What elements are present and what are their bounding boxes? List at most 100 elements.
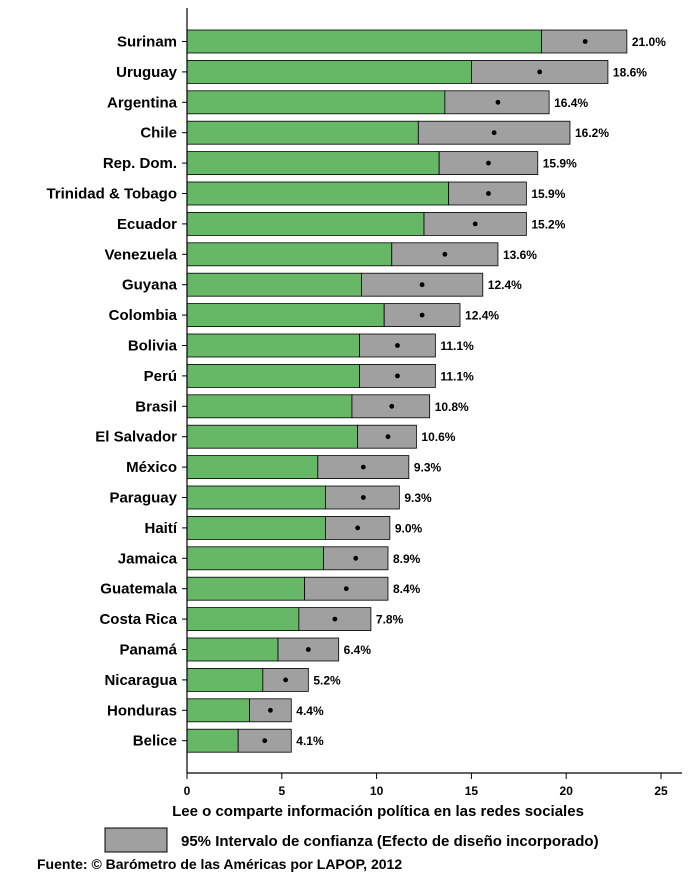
category-label-16: Haití [144,520,177,537]
x-tick-label-3: 15 [465,784,479,798]
category-label-20: Panamá [119,642,177,659]
bar-22 [186,698,250,723]
x-tick-label-5: 25 [654,784,668,798]
value-label-20: 6.4% [344,643,372,657]
bar-16 [186,516,326,540]
value-label-17: 8.9% [393,552,421,566]
value-label-12: 10.8% [435,400,469,414]
bar-6 [186,211,425,236]
x-tick-label-2: 10 [370,784,384,798]
bar-0 [186,29,542,54]
point-estimate-14 [360,464,366,470]
value-label-6: 15.2% [531,217,565,231]
category-label-8: Guyana [122,277,178,294]
value-label-21: 5.2% [313,673,341,687]
point-estimate-19 [332,616,338,622]
value-label-11: 11.1% [440,369,474,383]
point-estimate-23 [262,738,268,744]
point-estimate-13 [385,434,391,440]
category-label-15: Paraguay [109,490,177,507]
value-label-1: 18.6% [613,65,647,79]
point-estimate-5 [486,191,491,196]
category-label-1: Uruguay [116,64,178,81]
point-estimate-11 [395,373,400,379]
point-estimate-1 [537,69,543,75]
point-estimate-16 [355,525,361,531]
category-label-13: El Salvador [95,429,177,446]
bar-1 [186,60,472,84]
point-estimate-22 [268,707,273,713]
bar-5 [186,181,450,206]
bar-9 [186,303,385,328]
bar-3 [186,120,419,145]
value-label-18: 8.4% [393,582,421,596]
value-label-19: 7.8% [376,613,404,627]
category-label-3: Chile [140,125,177,142]
point-estimate-9 [419,312,425,318]
category-label-5: Trinidad & Tobago [46,186,177,203]
category-label-7: Venezuela [104,246,177,263]
bar-19 [186,607,300,631]
x-tick-label-1: 5 [278,784,285,798]
bar-21 [186,668,264,692]
source-note: Fuente: © Barómetro de las Américas por … [37,856,402,872]
value-label-7: 13.6% [503,248,537,262]
bar-4 [186,151,440,176]
value-label-10: 11.1% [440,339,474,353]
value-labels-group: 21.0% 18.6% 16.4% 16.2% 15.9% 15.9% 15.2% 13.6%… [296,35,666,748]
bar-8 [186,272,362,297]
bars-group [186,29,628,753]
x-ticks-group: 0 5 10 15 20 25 [184,773,668,798]
value-label-8: 12.4% [488,278,522,292]
bar-2 [186,90,446,115]
value-label-22: 4.4% [296,704,324,718]
value-label-23: 4.1% [296,734,324,748]
category-labels-group: Surinam Uruguay Argentina Chile Rep. Dom. Tri… [46,34,187,750]
legend-ci-swatch [104,827,168,853]
category-label-2: Argentina [107,94,178,111]
bar-7 [186,242,393,267]
point-estimate-8 [419,282,425,288]
point-estimate-3 [491,130,497,136]
point-estimate-6 [472,221,478,227]
category-label-12: Brasil [135,398,177,415]
point-estimate-20 [305,647,311,652]
category-label-4: Rep. Dom. [103,155,177,172]
point-estimate-4 [486,160,491,166]
point-estimate-15 [360,495,366,500]
category-label-23: Belice [133,733,177,750]
value-label-4: 15.9% [543,157,577,171]
bar-18 [186,576,305,601]
bar-23 [186,728,239,753]
category-label-0: Surinam [117,34,177,51]
value-label-0: 21.0% [632,35,666,49]
category-label-21: Nicaragua [104,672,177,689]
point-estimate-18 [343,586,349,592]
point-estimate-17 [353,555,359,561]
x-tick-label-4: 20 [560,784,574,798]
bar-20 [186,637,279,662]
value-label-2: 16.4% [554,96,588,110]
value-label-5: 15.9% [531,187,565,201]
category-label-11: Perú [144,368,177,385]
category-label-22: Honduras [107,702,177,719]
bar-10 [186,333,360,358]
x-axis-label: Lee o comparte información política en l… [172,803,584,820]
point-estimate-2 [495,99,501,105]
point-estimate-21 [283,677,288,683]
bar-17 [186,546,324,571]
value-label-9: 12.4% [465,309,499,323]
category-label-9: Colombia [109,307,178,324]
bar-11 [186,363,360,388]
point-estimate-12 [389,403,395,409]
point-estimate-7 [442,251,448,257]
bar-15 [186,485,326,510]
category-label-19: Costa Rica [99,611,177,628]
value-label-13: 10.6% [421,430,455,444]
point-estimate-0 [582,39,588,44]
point-estimate-10 [395,343,400,348]
legend-ci-label: 95% Intervalo de confianza (Efecto de di… [181,833,599,850]
value-label-14: 9.3% [414,461,442,475]
value-label-15: 9.3% [404,491,432,505]
